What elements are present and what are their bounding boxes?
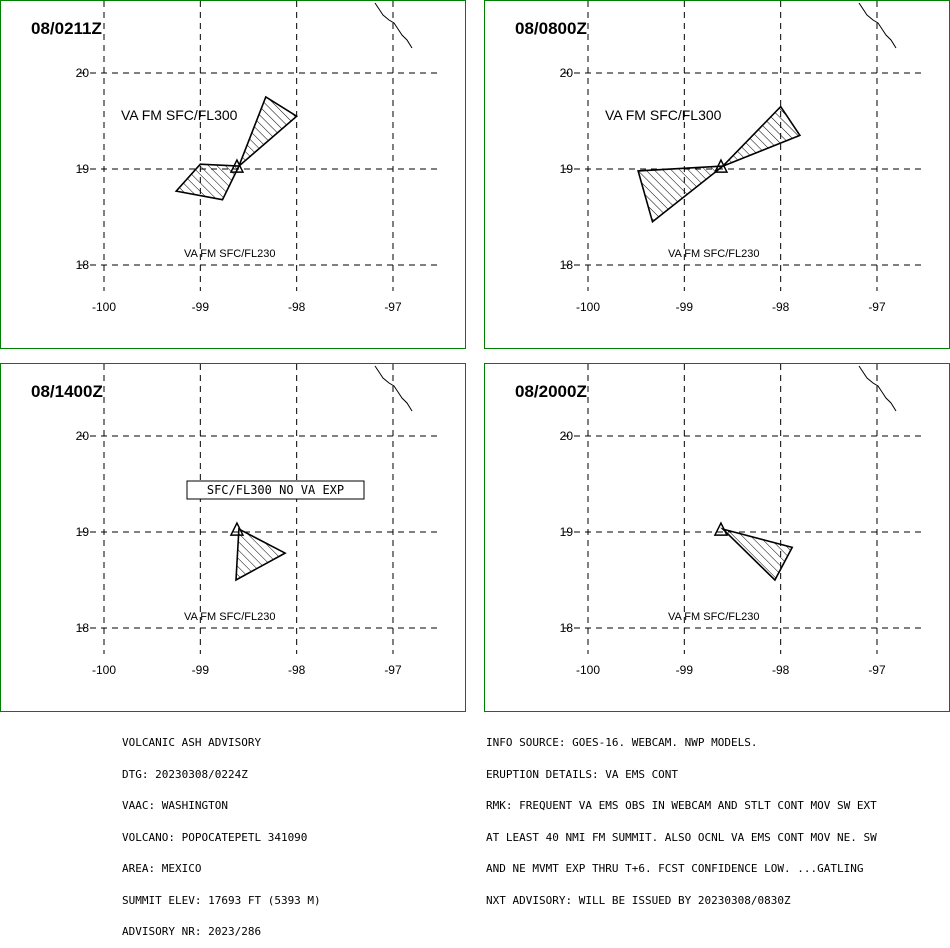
ash-cloud-polygon (720, 527, 794, 582)
lon-tick-label: -97 (384, 663, 402, 677)
advisory-line: VOLCANO: POPOCATEPETL 341090 (122, 830, 308, 844)
advisory-line: ADVISORY NR: 2023/286 (122, 925, 262, 938)
coastline (374, 2, 413, 49)
map-canvas: 20 19 18 -100 -99 -98 -97 VA FM SFC/FL300 VA FM … (76, 1, 441, 314)
volcano-icon (229, 521, 245, 536)
advisory-line: SUMMIT ELEV: 17693 FT (5393 M) (122, 893, 321, 907)
remarks-line: AND NE MVMT EXP THRU T+6. FCST CONFIDENC… (486, 862, 864, 875)
lat-tick-label: 19 (560, 525, 574, 539)
remarks-line: AT LEAST 40 NMI FM SUMMIT. ALSO OCNL VA … (486, 830, 877, 844)
no-ash-label: SFC/FL300 NO VA EXP (207, 483, 344, 497)
coastline (374, 365, 413, 412)
lat-tick-label: 20 (76, 429, 90, 443)
lon-tick-label: -98 (288, 300, 306, 314)
coastline (858, 365, 897, 412)
forecast-panel-0800z: 20 19 18 -100 -99 -98 -97 VA FM SFC/FL300 VA FM … (484, 0, 950, 349)
lat-tick-label: 20 (76, 66, 90, 80)
lower-layer-label: VA FM SFC/FL230 (668, 248, 760, 260)
advisory-line: VOLCANIC ASH ADVISORY (122, 736, 262, 749)
lat-tick-label: 19 (76, 525, 90, 539)
advisory-line: DTG: 20230308/0224Z (122, 767, 248, 781)
map-canvas: 20 19 18 -100 -99 -98 -97 VA FM SFC/FL230 (560, 364, 925, 677)
no-ash-label-box (186, 480, 365, 500)
lon-tick-label: -97 (868, 300, 886, 314)
advisory-line: AREA: MEXICO (122, 862, 202, 875)
ash-cloud-polygon (637, 165, 726, 224)
volcano-icon (713, 158, 729, 173)
coastline (858, 2, 897, 49)
lower-layer-label: VA FM SFC/FL230 (668, 611, 760, 623)
map-canvas: 20 19 18 -100 -99 -98 -97 VA FM SFC/FL230 SFC/FL… (76, 364, 441, 677)
lat-tick-label: 20 (560, 429, 574, 443)
lon-tick-label: -99 (192, 663, 210, 677)
lon-tick-label: -99 (676, 300, 694, 314)
lon-tick-label: -100 (576, 300, 600, 314)
panel-time-label: 08/1400Z (31, 382, 103, 401)
lat-tick-label: 18 (560, 258, 574, 272)
advisory-line: VAAC: WASHINGTON (122, 799, 228, 812)
panel-time-label: 08/0211Z (31, 19, 102, 38)
advisory-remarks-block: INFO SOURCE: GOES-16. WEBCAM. NWP MODELS… (486, 717, 877, 917)
lon-tick-label: -97 (384, 300, 402, 314)
lon-tick-label: -100 (92, 663, 116, 677)
remarks-line: INFO SOURCE: GOES-16. WEBCAM. NWP MODELS… (486, 736, 758, 749)
lon-tick-label: -97 (868, 663, 886, 677)
lon-tick-label: -98 (772, 663, 790, 677)
advisory-header-block: VOLCANIC ASH ADVISORY DTG: 20230308/0224… (122, 717, 321, 948)
remarks-line: NXT ADVISORY: WILL BE ISSUED BY 20230308… (486, 893, 791, 907)
lower-layer-label: VA FM SFC/FL230 (184, 248, 276, 260)
lower-layer-label: VA FM SFC/FL230 (184, 611, 276, 623)
lon-tick-label: -98 (288, 663, 306, 677)
lat-tick-label: 19 (76, 162, 90, 176)
upper-layer-label: VA FM SFC/FL300 (121, 107, 238, 123)
remarks-line: ERUPTION DETAILS: VA EMS CONT (486, 767, 679, 781)
volcano-icon (229, 158, 245, 173)
remarks-line: RMK: FREQUENT VA EMS OBS IN WEBCAM AND S… (486, 799, 877, 812)
ash-cloud-polygon (235, 527, 287, 582)
lat-tick-label: 18 (76, 258, 90, 272)
lat-tick-label: 18 (76, 621, 90, 635)
lon-tick-label: -100 (576, 663, 600, 677)
ash-cloud-polygon (238, 95, 299, 167)
lon-tick-label: -99 (192, 300, 210, 314)
panel-time-label: 08/0800Z (515, 19, 587, 38)
map-canvas: 20 19 18 -100 -99 -98 -97 VA FM SFC/FL300 VA FM … (560, 1, 925, 314)
lon-tick-label: -98 (772, 300, 790, 314)
lat-tick-label: 18 (560, 621, 574, 635)
lon-tick-label: -99 (676, 663, 694, 677)
upper-layer-label: VA FM SFC/FL300 (605, 107, 722, 123)
forecast-panel-2000z: 20 19 18 -100 -99 -98 -97 VA FM SFC/FL230 08/20… (484, 363, 950, 712)
ash-cloud-polygon (174, 163, 241, 201)
lat-tick-label: 20 (560, 66, 574, 80)
forecast-panel-1400z: 20 19 18 -100 -99 -98 -97 VA FM SFC/FL230 SFC/FL… (0, 363, 466, 712)
forecast-panel-0211z: 20 19 18 -100 -99 -98 -97 VA FM SFC/FL300 VA FM … (0, 0, 466, 349)
panel-time-label: 08/2000Z (515, 382, 587, 401)
lat-tick-label: 19 (560, 162, 574, 176)
volcano-icon (713, 521, 729, 536)
lon-tick-label: -100 (92, 300, 116, 314)
ash-cloud-polygon (722, 105, 802, 167)
